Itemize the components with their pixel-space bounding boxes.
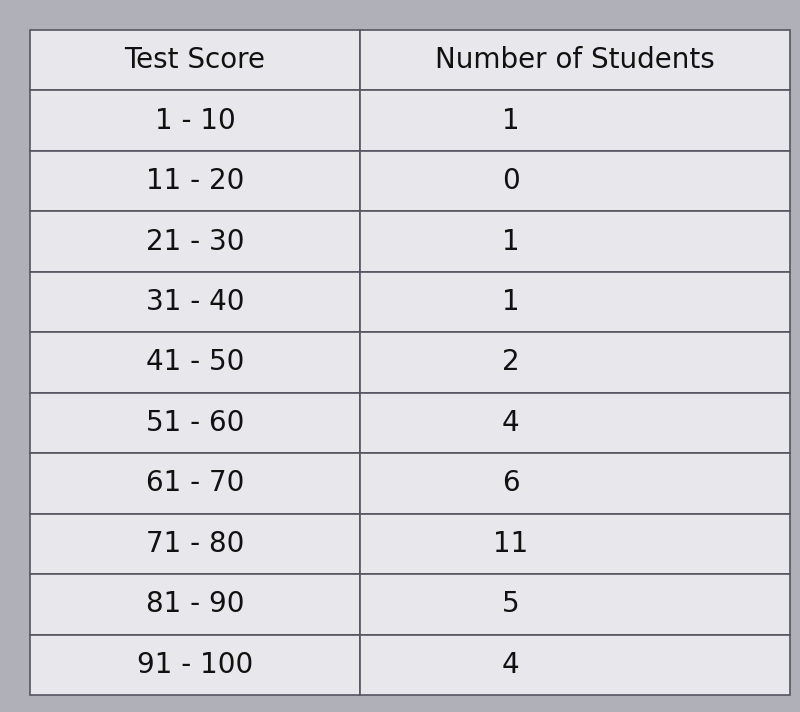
Bar bbox=[360, 211, 790, 272]
Text: 0: 0 bbox=[502, 167, 519, 195]
Text: 71 - 80: 71 - 80 bbox=[146, 530, 244, 558]
Bar bbox=[30, 333, 360, 393]
Text: 31 - 40: 31 - 40 bbox=[146, 288, 244, 316]
Bar bbox=[360, 513, 790, 574]
Text: 5: 5 bbox=[502, 590, 519, 618]
Text: 4: 4 bbox=[502, 651, 519, 679]
Bar bbox=[360, 151, 790, 211]
Text: 11 - 20: 11 - 20 bbox=[146, 167, 244, 195]
Bar bbox=[360, 30, 790, 90]
Bar bbox=[30, 211, 360, 272]
Text: 41 - 50: 41 - 50 bbox=[146, 348, 244, 377]
Text: 21 - 30: 21 - 30 bbox=[146, 228, 244, 256]
Text: 1: 1 bbox=[502, 288, 519, 316]
Bar bbox=[360, 453, 790, 513]
Text: 1 - 10: 1 - 10 bbox=[154, 107, 235, 135]
Text: 1: 1 bbox=[502, 107, 519, 135]
Bar bbox=[360, 333, 790, 393]
Text: 11: 11 bbox=[493, 530, 528, 558]
Text: 1: 1 bbox=[502, 228, 519, 256]
Bar bbox=[30, 634, 360, 695]
Bar bbox=[360, 90, 790, 151]
Text: 2: 2 bbox=[502, 348, 519, 377]
Bar bbox=[30, 272, 360, 333]
Text: Test Score: Test Score bbox=[125, 46, 266, 74]
Bar bbox=[360, 574, 790, 634]
Bar bbox=[30, 393, 360, 453]
Bar bbox=[30, 453, 360, 513]
Bar bbox=[30, 30, 360, 90]
Bar bbox=[360, 393, 790, 453]
Bar bbox=[360, 634, 790, 695]
Bar bbox=[30, 513, 360, 574]
Text: 91 - 100: 91 - 100 bbox=[137, 651, 253, 679]
Text: 61 - 70: 61 - 70 bbox=[146, 469, 244, 498]
Bar bbox=[30, 574, 360, 634]
Bar bbox=[360, 272, 790, 333]
Text: 51 - 60: 51 - 60 bbox=[146, 409, 244, 437]
Text: 4: 4 bbox=[502, 409, 519, 437]
Bar bbox=[30, 90, 360, 151]
Text: 6: 6 bbox=[502, 469, 519, 498]
Text: Number of Students: Number of Students bbox=[435, 46, 715, 74]
Bar bbox=[30, 151, 360, 211]
Text: 81 - 90: 81 - 90 bbox=[146, 590, 244, 618]
